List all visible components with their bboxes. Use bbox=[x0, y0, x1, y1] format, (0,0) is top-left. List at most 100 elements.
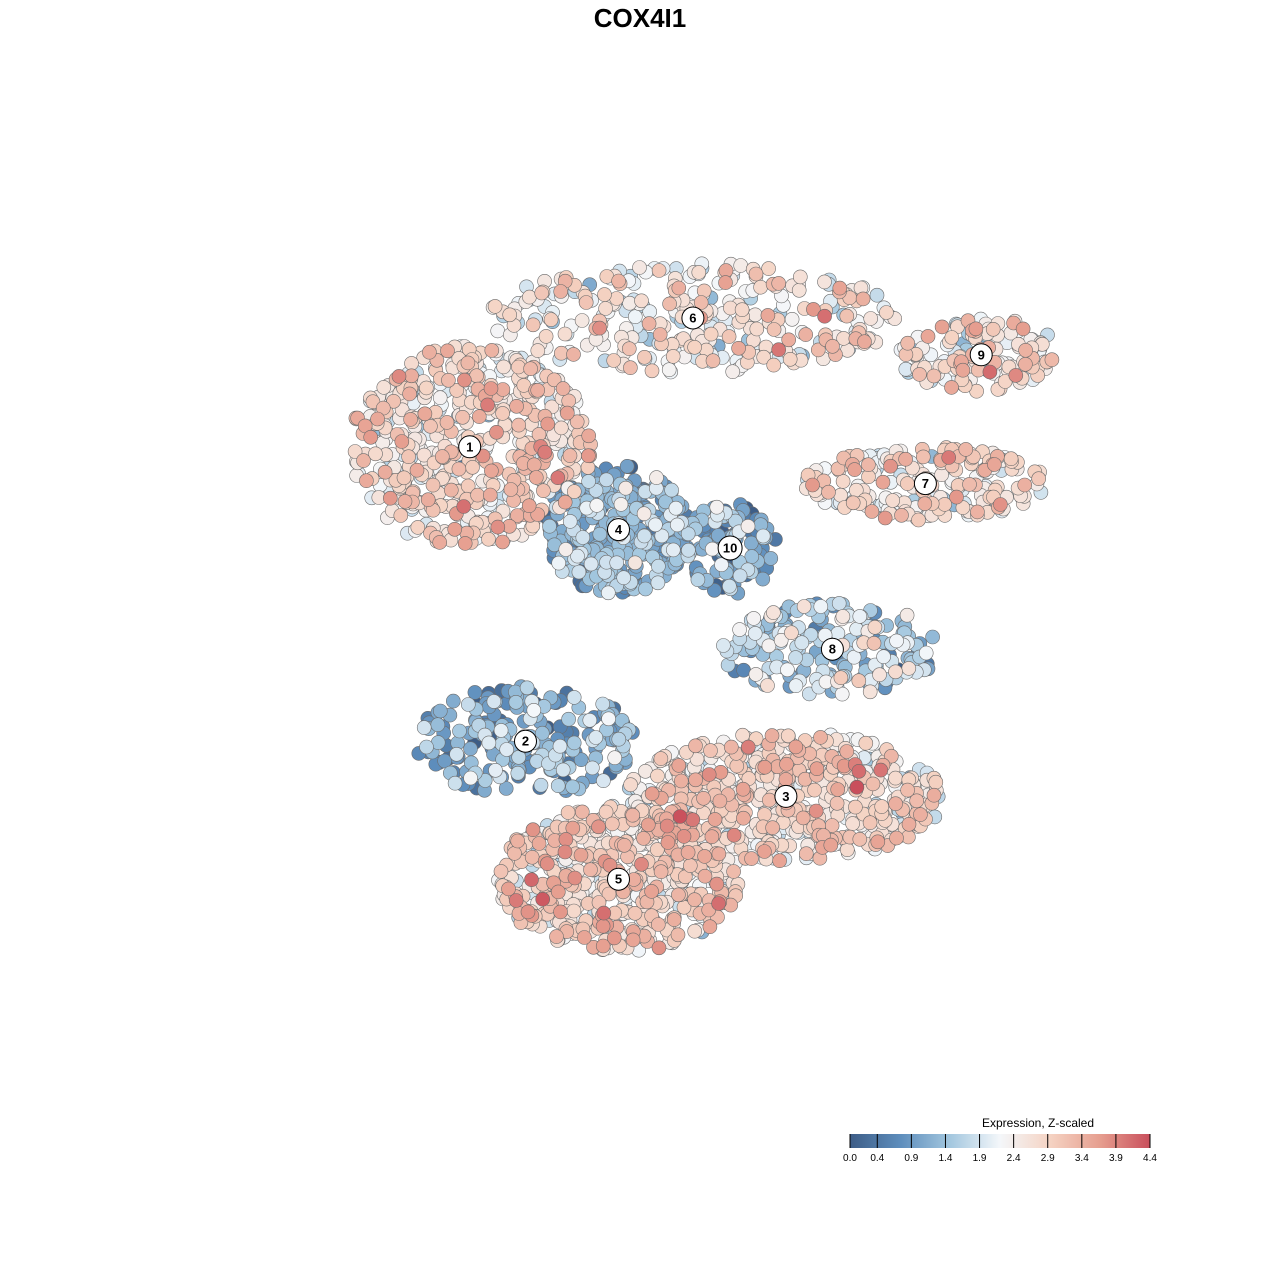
cluster-label-text: 8 bbox=[829, 642, 836, 657]
scatter-point bbox=[451, 461, 467, 477]
scatter-point bbox=[771, 276, 787, 291]
scatter-point bbox=[508, 694, 524, 710]
scatter-point bbox=[687, 892, 702, 908]
scatter-point bbox=[525, 822, 541, 838]
scatter-point bbox=[920, 329, 936, 344]
scatter-point bbox=[566, 735, 582, 751]
colorbar-tick-label: 1.4 bbox=[939, 1153, 953, 1164]
scatter-point bbox=[595, 918, 611, 934]
scatter-point bbox=[857, 334, 872, 350]
scatter-point bbox=[622, 295, 637, 311]
scatter-point bbox=[549, 929, 564, 944]
scatter-point bbox=[481, 735, 497, 751]
scatter-point bbox=[834, 686, 850, 702]
scatter-point bbox=[697, 868, 713, 884]
scatter-point bbox=[432, 535, 448, 550]
scatter-point bbox=[434, 449, 450, 464]
scatter-point bbox=[551, 555, 567, 571]
scatter-point bbox=[553, 420, 569, 436]
scatter-point bbox=[937, 497, 953, 512]
scatter-point bbox=[748, 266, 764, 282]
cluster-label: 4 bbox=[607, 518, 630, 542]
scatter-point bbox=[817, 308, 832, 324]
colorbar-tick-label: 2.9 bbox=[1041, 1153, 1055, 1164]
scatter-point bbox=[607, 750, 623, 766]
scatter-point bbox=[558, 542, 574, 557]
scatter-point bbox=[644, 884, 659, 899]
scatter-point bbox=[1015, 321, 1031, 337]
scatter-point bbox=[524, 872, 539, 888]
scatter-point bbox=[766, 357, 782, 373]
scatter-point bbox=[766, 605, 781, 620]
scatter-point bbox=[755, 571, 771, 587]
scatter-point bbox=[550, 778, 566, 794]
scatter-point bbox=[760, 678, 775, 693]
scatter-point bbox=[447, 775, 463, 791]
scatter-point bbox=[550, 470, 566, 486]
scatter-point bbox=[463, 770, 478, 786]
scatter-point bbox=[733, 258, 749, 273]
scatter-point bbox=[718, 275, 733, 290]
scatter-point bbox=[521, 498, 537, 514]
scatter-point bbox=[909, 793, 925, 809]
scatter-point bbox=[885, 493, 901, 508]
scatter-point bbox=[575, 530, 591, 545]
scatter-point bbox=[747, 307, 763, 323]
scatter-point bbox=[744, 851, 759, 866]
scatter-point bbox=[496, 359, 511, 375]
scatter-point bbox=[672, 809, 688, 824]
scatter-point bbox=[573, 752, 589, 768]
scatter-point bbox=[852, 609, 868, 624]
scatter-point bbox=[899, 607, 915, 623]
scatter-point bbox=[632, 260, 647, 275]
scatter-point bbox=[761, 792, 777, 808]
scatter-point bbox=[592, 320, 607, 336]
scatter-point bbox=[490, 323, 506, 339]
scatter-point bbox=[469, 368, 484, 384]
scatter-point bbox=[1008, 368, 1024, 383]
scatter-point bbox=[644, 363, 660, 379]
scatter-point bbox=[711, 846, 727, 862]
scatter-point bbox=[606, 353, 622, 368]
scatter-point bbox=[791, 282, 807, 298]
scatter-point bbox=[839, 744, 855, 759]
scatter-point bbox=[734, 302, 750, 318]
scatter-point bbox=[680, 526, 696, 542]
scatter-point bbox=[552, 738, 568, 754]
scatter-point bbox=[665, 542, 681, 558]
scatter-point bbox=[877, 510, 893, 526]
scatter-point bbox=[835, 609, 851, 624]
colorbar-tick-label: 3.4 bbox=[1075, 1153, 1089, 1164]
scatter-point bbox=[637, 349, 652, 365]
scatter-point bbox=[539, 856, 555, 872]
scatter-point bbox=[813, 599, 829, 614]
scatter-point bbox=[509, 398, 524, 414]
scatter-point bbox=[493, 864, 509, 879]
scatter-point bbox=[764, 728, 780, 743]
scatter-point bbox=[581, 448, 596, 464]
scatter-point bbox=[396, 470, 412, 486]
scatter-point bbox=[522, 289, 537, 305]
scatter-point bbox=[788, 678, 804, 694]
scatter-point bbox=[681, 542, 696, 558]
scatter-point bbox=[726, 864, 741, 879]
scatter-point bbox=[901, 816, 917, 832]
scatter-point bbox=[915, 449, 931, 465]
colorbar-tick-label: 0.9 bbox=[904, 1153, 918, 1164]
scatter-point bbox=[573, 847, 589, 863]
scatter-point bbox=[535, 891, 551, 907]
scatter-point bbox=[534, 725, 550, 741]
scatter-point bbox=[985, 321, 1001, 337]
scatter-point bbox=[443, 482, 459, 498]
scatter-point bbox=[888, 664, 903, 680]
scatter-point bbox=[711, 896, 726, 911]
scatter-point bbox=[503, 482, 519, 497]
scatter-point bbox=[638, 581, 653, 597]
cluster-label-text: 5 bbox=[615, 872, 622, 887]
scatter-point bbox=[823, 837, 839, 853]
scatter-point bbox=[669, 517, 685, 533]
scatter-point bbox=[596, 773, 611, 789]
cluster-label: 10 bbox=[717, 535, 743, 561]
scatter-point bbox=[455, 409, 470, 425]
scatter-point bbox=[359, 473, 374, 489]
